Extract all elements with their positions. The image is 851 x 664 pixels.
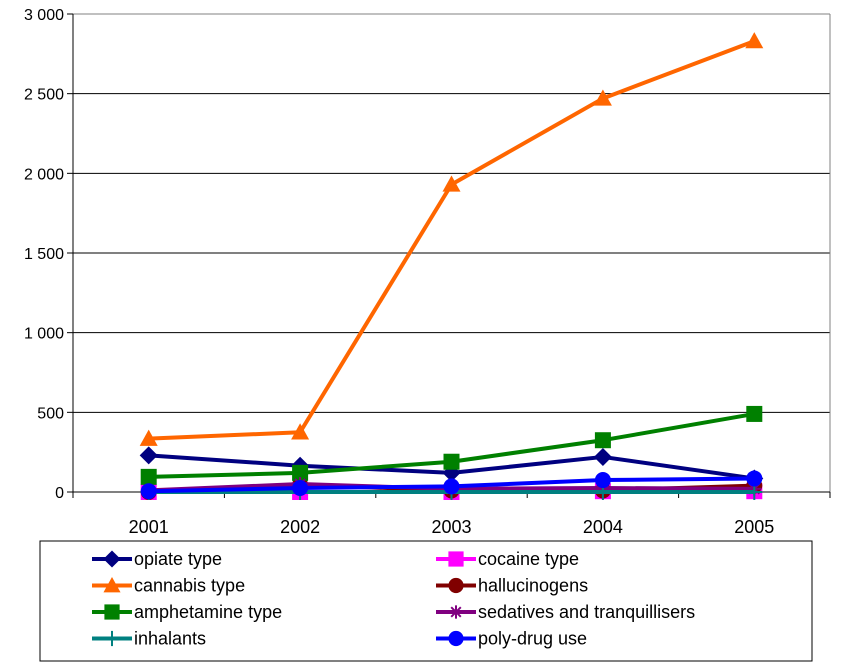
data-point bbox=[443, 453, 460, 470]
legend-label: cocaine type bbox=[478, 549, 579, 569]
legend-item: poly-drug use bbox=[436, 629, 587, 649]
data-point bbox=[746, 405, 763, 422]
series-line bbox=[148, 39, 756, 441]
legend-swatch-marker bbox=[448, 630, 464, 647]
legend-label: sedatives and tranquillisers bbox=[478, 602, 695, 622]
legend-label: cannabis type bbox=[134, 576, 245, 596]
data-point bbox=[139, 429, 158, 446]
legend-label: poly-drug use bbox=[478, 629, 587, 649]
data-point bbox=[746, 470, 763, 487]
x-tick-label: 2005 bbox=[734, 517, 774, 537]
series-cannabis-type bbox=[139, 32, 764, 446]
y-tick-label: 2 500 bbox=[24, 87, 64, 104]
legend-label: amphetamine type bbox=[134, 602, 282, 622]
legend-box bbox=[39, 540, 813, 662]
data-point bbox=[593, 89, 612, 106]
legend-item: amphetamine type bbox=[92, 602, 282, 622]
y-tick-label: 1 500 bbox=[24, 246, 64, 263]
data-point bbox=[140, 483, 157, 500]
x-tick-label: 2004 bbox=[583, 517, 623, 537]
legend-swatch-marker bbox=[103, 550, 121, 568]
legend-item: hallucinogens bbox=[436, 576, 588, 596]
legend-label: hallucinogens bbox=[478, 576, 588, 596]
legend-swatch-marker bbox=[448, 577, 464, 594]
data-point bbox=[292, 464, 309, 481]
gridlines bbox=[73, 13, 830, 413]
data-point bbox=[139, 446, 158, 465]
data-point bbox=[292, 480, 309, 497]
legend-item: cocaine type bbox=[436, 549, 579, 569]
data-point bbox=[746, 484, 763, 500]
data-point bbox=[442, 175, 461, 192]
legend-item: opiate type bbox=[92, 549, 222, 569]
data-point bbox=[594, 432, 611, 449]
legend-swatch-marker bbox=[104, 630, 120, 647]
data-point bbox=[140, 468, 157, 485]
y-axis: 0 500 1 000 1 500 2 000 2 500 3 000 bbox=[24, 7, 73, 502]
data-point bbox=[745, 32, 764, 49]
legend-item: sedatives and tranquillisers bbox=[436, 602, 695, 622]
legend-swatch-marker bbox=[448, 551, 464, 567]
data-point bbox=[443, 478, 460, 495]
legend: opiate type cocaine type cannabis type hall… bbox=[39, 540, 813, 662]
legend-label: opiate type bbox=[134, 549, 222, 569]
series-group bbox=[139, 32, 764, 500]
data-point bbox=[593, 447, 612, 466]
x-tick-label: 2002 bbox=[280, 517, 320, 537]
data-point bbox=[291, 423, 310, 440]
legend-item: cannabis type bbox=[92, 576, 245, 596]
legend-label: inhalants bbox=[134, 629, 206, 649]
y-tick-label: 0 bbox=[55, 485, 64, 502]
legend-swatch-marker bbox=[103, 576, 121, 593]
legend-swatch-marker bbox=[104, 604, 120, 620]
y-tick-label: 3 000 bbox=[24, 7, 64, 24]
marker-stroke bbox=[450, 606, 462, 618]
x-tick-label: 2003 bbox=[431, 517, 471, 537]
x-tick-label: 2001 bbox=[129, 517, 169, 537]
y-tick-label: 1 000 bbox=[24, 326, 64, 343]
y-tick-label: 2 000 bbox=[24, 166, 64, 183]
series-poly-drug-use bbox=[140, 470, 763, 500]
legend-item: inhalants bbox=[92, 629, 206, 649]
x-axis: 2001 2002 2003 2004 2005 bbox=[72, 492, 831, 537]
data-point bbox=[594, 472, 611, 489]
y-tick-label: 500 bbox=[37, 405, 64, 422]
series-amphetamine-type bbox=[140, 405, 763, 485]
legend-swatch-marker bbox=[449, 605, 463, 619]
